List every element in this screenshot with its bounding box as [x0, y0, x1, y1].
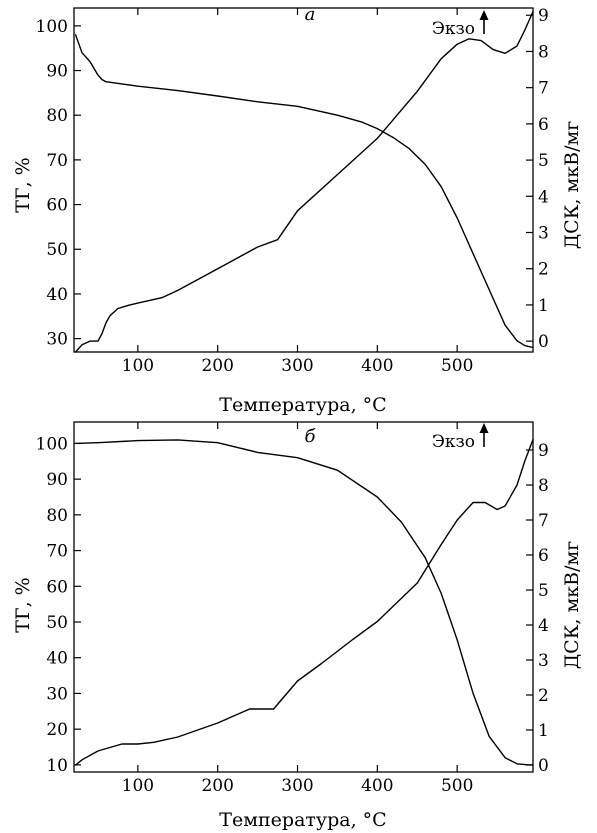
panel-b-left-tick-label: 70 — [46, 542, 68, 562]
panel-b-exo-label: Экзо — [432, 432, 475, 452]
panel-b-exo-arrow-icon — [479, 423, 489, 447]
panel-a-right-axis-label: ДСК, мкВ/мг — [561, 121, 583, 250]
panel-b-ticks: 100 200 300 400 500 10 20 30 40 50 60 70 80 90 100 0 1 2 3… — [36, 422, 549, 796]
panel-b-x-tick-label: 200 — [201, 776, 233, 796]
panel-a-right-tick-label: 3 — [538, 224, 549, 244]
panel-b-left-tick-label: 50 — [46, 613, 68, 633]
panel-b-left-tick-label: 80 — [46, 506, 68, 526]
panel-a-dsc-curve — [74, 10, 534, 353]
panel-a-plot-frame — [73, 7, 534, 353]
panel-b-right-tick-label: 9 — [538, 441, 549, 461]
panel-b-right-tick-label: 7 — [538, 511, 549, 531]
panel-a-left-tick-label: 70 — [46, 151, 68, 171]
panel-b-left-axis-label: ТГ, % — [12, 577, 34, 632]
panel-b-right-tick-label: 6 — [538, 546, 549, 566]
panel-a-x-tick-label: 500 — [441, 356, 473, 376]
panel-a-x-tick-label: 300 — [281, 356, 313, 376]
panel-b-left-tick-label: 60 — [46, 577, 68, 597]
panel-b-right-tick-label: 3 — [538, 651, 549, 671]
panel-b-x-tick-label: 500 — [441, 776, 473, 796]
panel-a-left-tick-label: 90 — [46, 62, 68, 82]
panel-a-right-tick-label: 8 — [538, 42, 549, 62]
panel-a-left-tick-label: 60 — [46, 196, 68, 216]
panel-a-tg-curve — [74, 34, 534, 349]
panel-b-left-tick-label: 90 — [46, 470, 68, 490]
panel-b-right-tick-label: 0 — [538, 756, 549, 776]
panel-a-right-tick-label: 0 — [538, 332, 549, 352]
panel-a-left-tick-label: 30 — [46, 330, 68, 350]
panel-a-left-axis-label: ТГ, % — [12, 157, 34, 212]
panel-b-left-tick-label: 30 — [46, 684, 68, 704]
panel-a-series — [74, 10, 534, 353]
panel-a-left-tick-label: 80 — [46, 106, 68, 126]
panel-a-right-tick-label: 4 — [538, 187, 549, 207]
panel-a-right-tick-label: 7 — [538, 79, 549, 99]
panel-b-left-tick-label: 100 — [36, 434, 68, 454]
panel-a-exo-arrow-icon — [479, 10, 489, 34]
panel-a-x-tick-label: 400 — [361, 356, 393, 376]
panel-a-right-tick-label: 9 — [538, 6, 549, 26]
panel-b-tg-curve — [74, 439, 534, 766]
panel-a-right-tick-label: 2 — [538, 260, 549, 280]
panel-a-ticks: 100 200 300 400 500 30 40 50 60 70 80 90 100 0 1 2 3 4 5 6 7… — [36, 6, 549, 376]
panel-b-right-tick-label: 1 — [538, 721, 549, 741]
panel-a-right-tick-label: 6 — [538, 115, 549, 135]
panel-a-left-tick-label: 50 — [46, 240, 68, 260]
panel-b-x-tick-label: 300 — [281, 776, 313, 796]
panel-b-x-tick-label: 400 — [361, 776, 393, 796]
panel-b-x-axis-label: Температура, °C — [219, 809, 386, 831]
panel-b-right-tick-label: 5 — [538, 581, 549, 601]
panel-a-right-tick-label: 5 — [538, 151, 549, 171]
panel-a-left-tick-label: 40 — [46, 285, 68, 305]
panel-b-plot-frame — [73, 421, 534, 773]
panel-b-right-tick-label: 4 — [538, 616, 549, 636]
panel-b-dsc-curve — [74, 438, 534, 766]
panel-a-exo-label: Экзо — [432, 19, 475, 39]
panel-b-left-tick-label: 40 — [46, 649, 68, 669]
panel-b-left-tick-label: 20 — [46, 720, 68, 740]
panel-a-left-tick-label: 100 — [36, 17, 68, 37]
chart-panel-b: б Экзо 100 200 300 400 500102030405060708090… — [12, 421, 583, 831]
panel-a-right-tick-label: 1 — [538, 296, 549, 316]
panel-b-series — [74, 438, 534, 766]
panel-a-x-axis-label: Температура, °C — [219, 394, 386, 416]
panel-b-left-tick-label: 10 — [46, 756, 68, 776]
panel-b-letter: б — [305, 426, 317, 447]
panel-b-right-axis-label: ДСК, мкВ/мг — [561, 541, 583, 670]
chart-panel-a: а Экзо 100 200 300 400 500 30 40 50 60 70 80 90 100 0… — [12, 4, 583, 416]
panel-a-letter: а — [305, 4, 316, 25]
panel-b-x-tick-label: 100 — [122, 776, 154, 796]
panel-b-right-tick-label: 2 — [538, 686, 549, 706]
panel-b-right-tick-label: 8 — [538, 476, 549, 496]
panel-a-x-tick-label: 200 — [201, 356, 233, 376]
panel-a-x-tick-label: 100 — [122, 356, 154, 376]
